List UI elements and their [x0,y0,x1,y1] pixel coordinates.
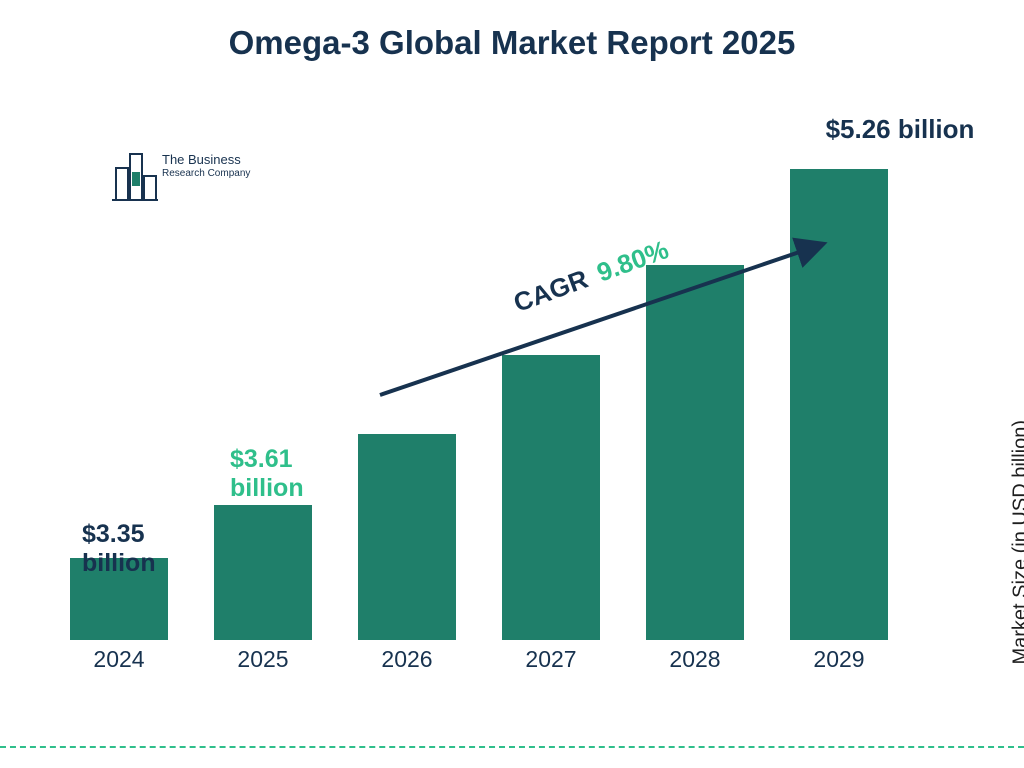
chart-stage: Omega-3 Global Market Report 2025 The Bu… [0,0,1024,768]
x-label-2024: 2024 [70,646,168,673]
bar-2025 [214,505,312,640]
bar-2028 [646,265,744,640]
y-axis-label: Market Size (in USD billion) [1010,420,1024,665]
bar-2026 [358,434,456,640]
footer-divider [0,746,1024,748]
bar-2029 [790,169,888,640]
x-label-2025: 2025 [214,646,312,673]
x-label-2029: 2029 [790,646,888,673]
value-label-2024: $3.35 billion [82,520,202,578]
x-label-2027: 2027 [502,646,600,673]
bar-chart: 2024 2025 2026 2027 2028 2029 $3.35 billion $… [70,120,940,680]
value-label-2025: $3.61 billion [230,445,350,503]
x-label-2026: 2026 [358,646,456,673]
chart-title: Omega-3 Global Market Report 2025 [0,24,1024,62]
x-label-2028: 2028 [646,646,744,673]
bar-2027 [502,355,600,640]
value-label-2029: $5.26 billion [810,115,990,145]
x-axis-labels: 2024 2025 2026 2027 2028 2029 [70,640,940,680]
